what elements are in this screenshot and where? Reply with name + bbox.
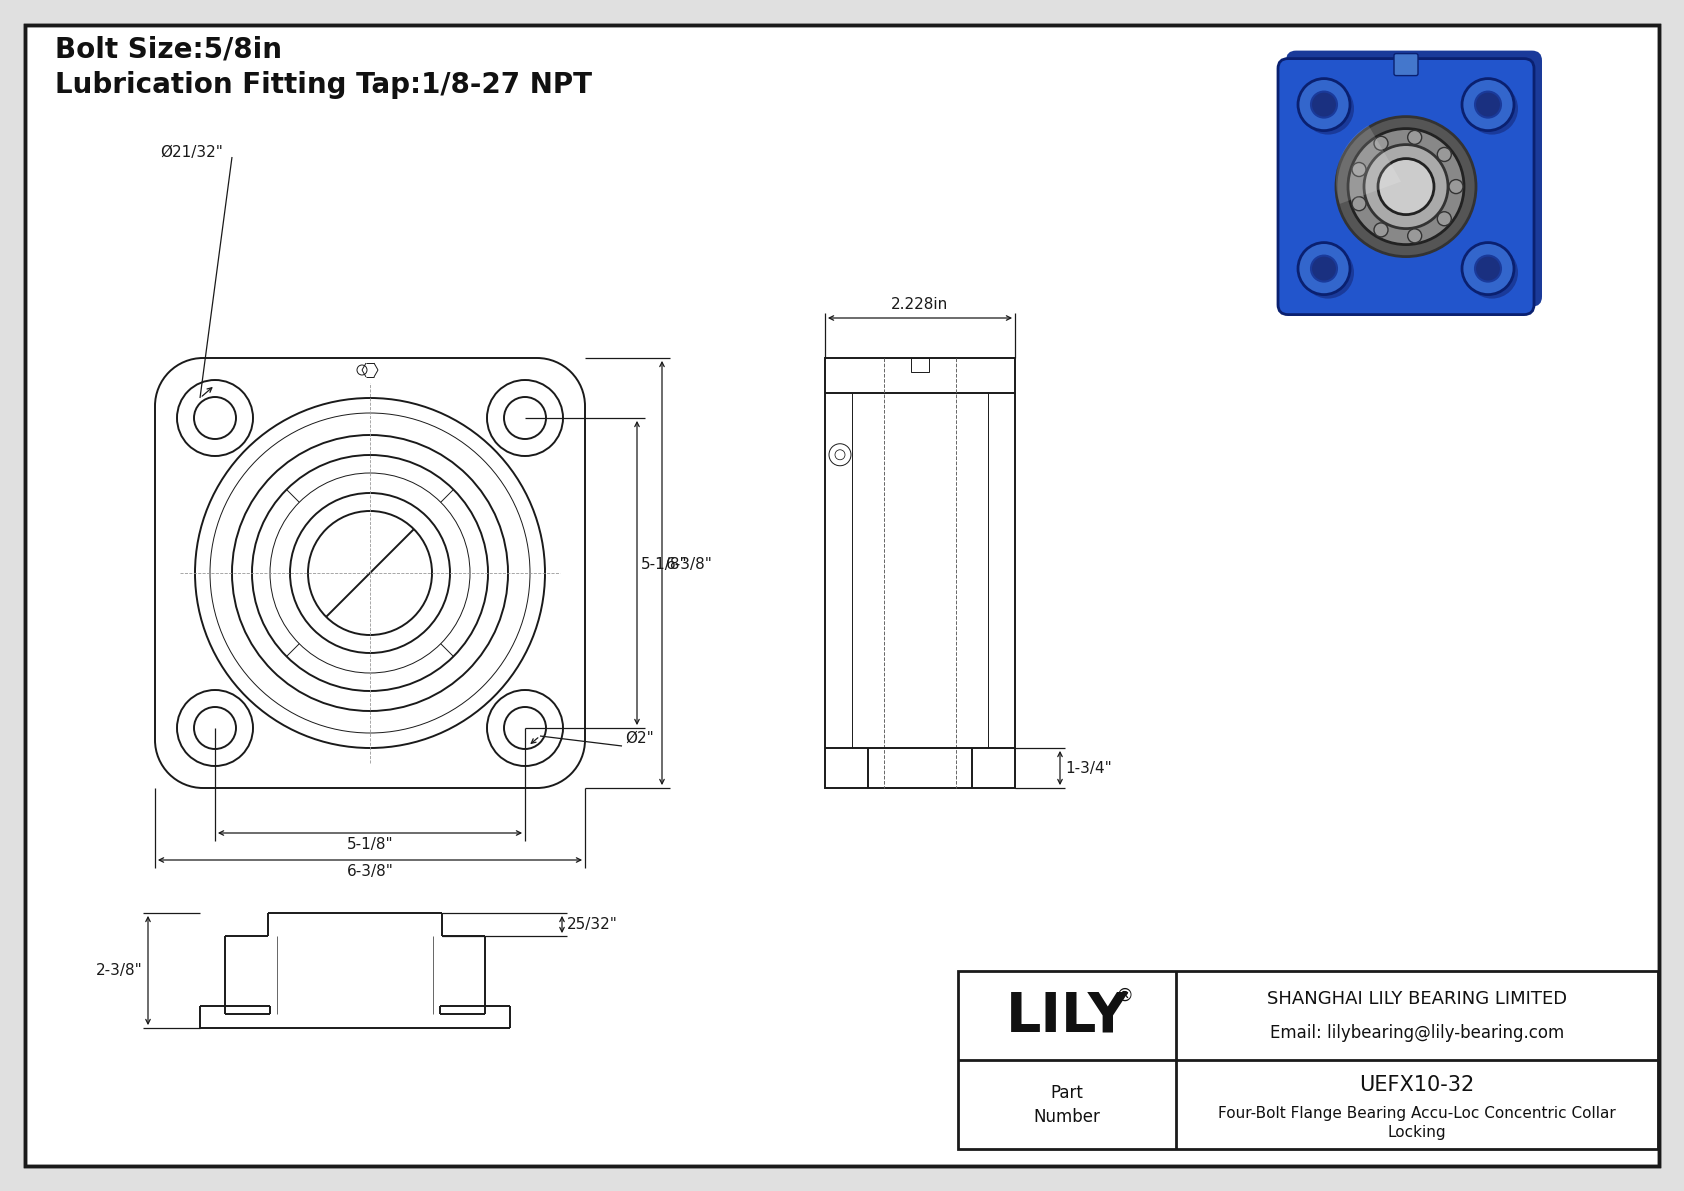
Text: Lubrication Fitting Tap:1/8-27 NPT: Lubrication Fitting Tap:1/8-27 NPT [56,71,593,99]
Circle shape [1302,247,1354,299]
FancyBboxPatch shape [1278,58,1534,314]
Polygon shape [1298,61,1532,69]
Text: Email: lilybearing@lily-bearing.com: Email: lilybearing@lily-bearing.com [1270,1024,1564,1042]
Text: 6-3/8": 6-3/8" [347,863,394,879]
Bar [958,971,1659,1149]
Text: 5-1/8": 5-1/8" [642,557,687,573]
Circle shape [1364,144,1448,229]
FancyBboxPatch shape [1287,50,1543,306]
Text: Four-Bolt Flange Bearing Accu-Loc Concentric Collar
Locking: Four-Bolt Flange Bearing Accu-Loc Concen… [1218,1105,1617,1141]
Text: 2-3/8": 2-3/8" [96,964,143,978]
Circle shape [1467,247,1517,299]
Circle shape [1462,79,1514,131]
Text: Ø21/32": Ø21/32" [160,145,222,161]
Circle shape [1448,180,1463,194]
Circle shape [1408,130,1421,144]
Text: 25/32": 25/32" [568,917,618,933]
Circle shape [1335,117,1475,256]
Text: Part
Number: Part Number [1034,1084,1100,1125]
Text: 1-3/4": 1-3/4" [1064,761,1111,775]
Bar [911,358,930,372]
FancyBboxPatch shape [1394,54,1418,75]
Text: ®: ® [1116,987,1133,1005]
Circle shape [1408,229,1421,243]
Circle shape [1347,129,1463,244]
Circle shape [1374,136,1388,150]
Circle shape [1467,82,1517,135]
Text: SHANGHAI LILY BEARING LIMITED: SHANGHAI LILY BEARING LIMITED [1266,991,1568,1009]
Bar [825,358,1015,788]
Text: 5-1/8": 5-1/8" [347,837,394,852]
Circle shape [1352,197,1366,211]
Text: LILY: LILY [1005,989,1128,1043]
Circle shape [1438,148,1452,162]
Circle shape [1298,243,1351,294]
Circle shape [1462,243,1514,294]
Circle shape [1475,92,1500,118]
Circle shape [1302,82,1354,135]
Circle shape [1378,158,1435,214]
Text: 6-3/8": 6-3/8" [665,557,712,573]
Circle shape [1352,162,1366,176]
Text: Ø2": Ø2" [625,730,653,746]
Circle shape [1374,223,1388,237]
Circle shape [1438,212,1452,226]
Wedge shape [1335,125,1401,204]
Circle shape [1475,256,1500,281]
Circle shape [1298,79,1351,131]
Circle shape [1312,256,1337,281]
Circle shape [1312,92,1337,118]
Text: UEFX10-32: UEFX10-32 [1359,1075,1475,1095]
Text: 2.228in: 2.228in [891,297,948,312]
Text: Bolt Size:5/8in: Bolt Size:5/8in [56,36,281,64]
